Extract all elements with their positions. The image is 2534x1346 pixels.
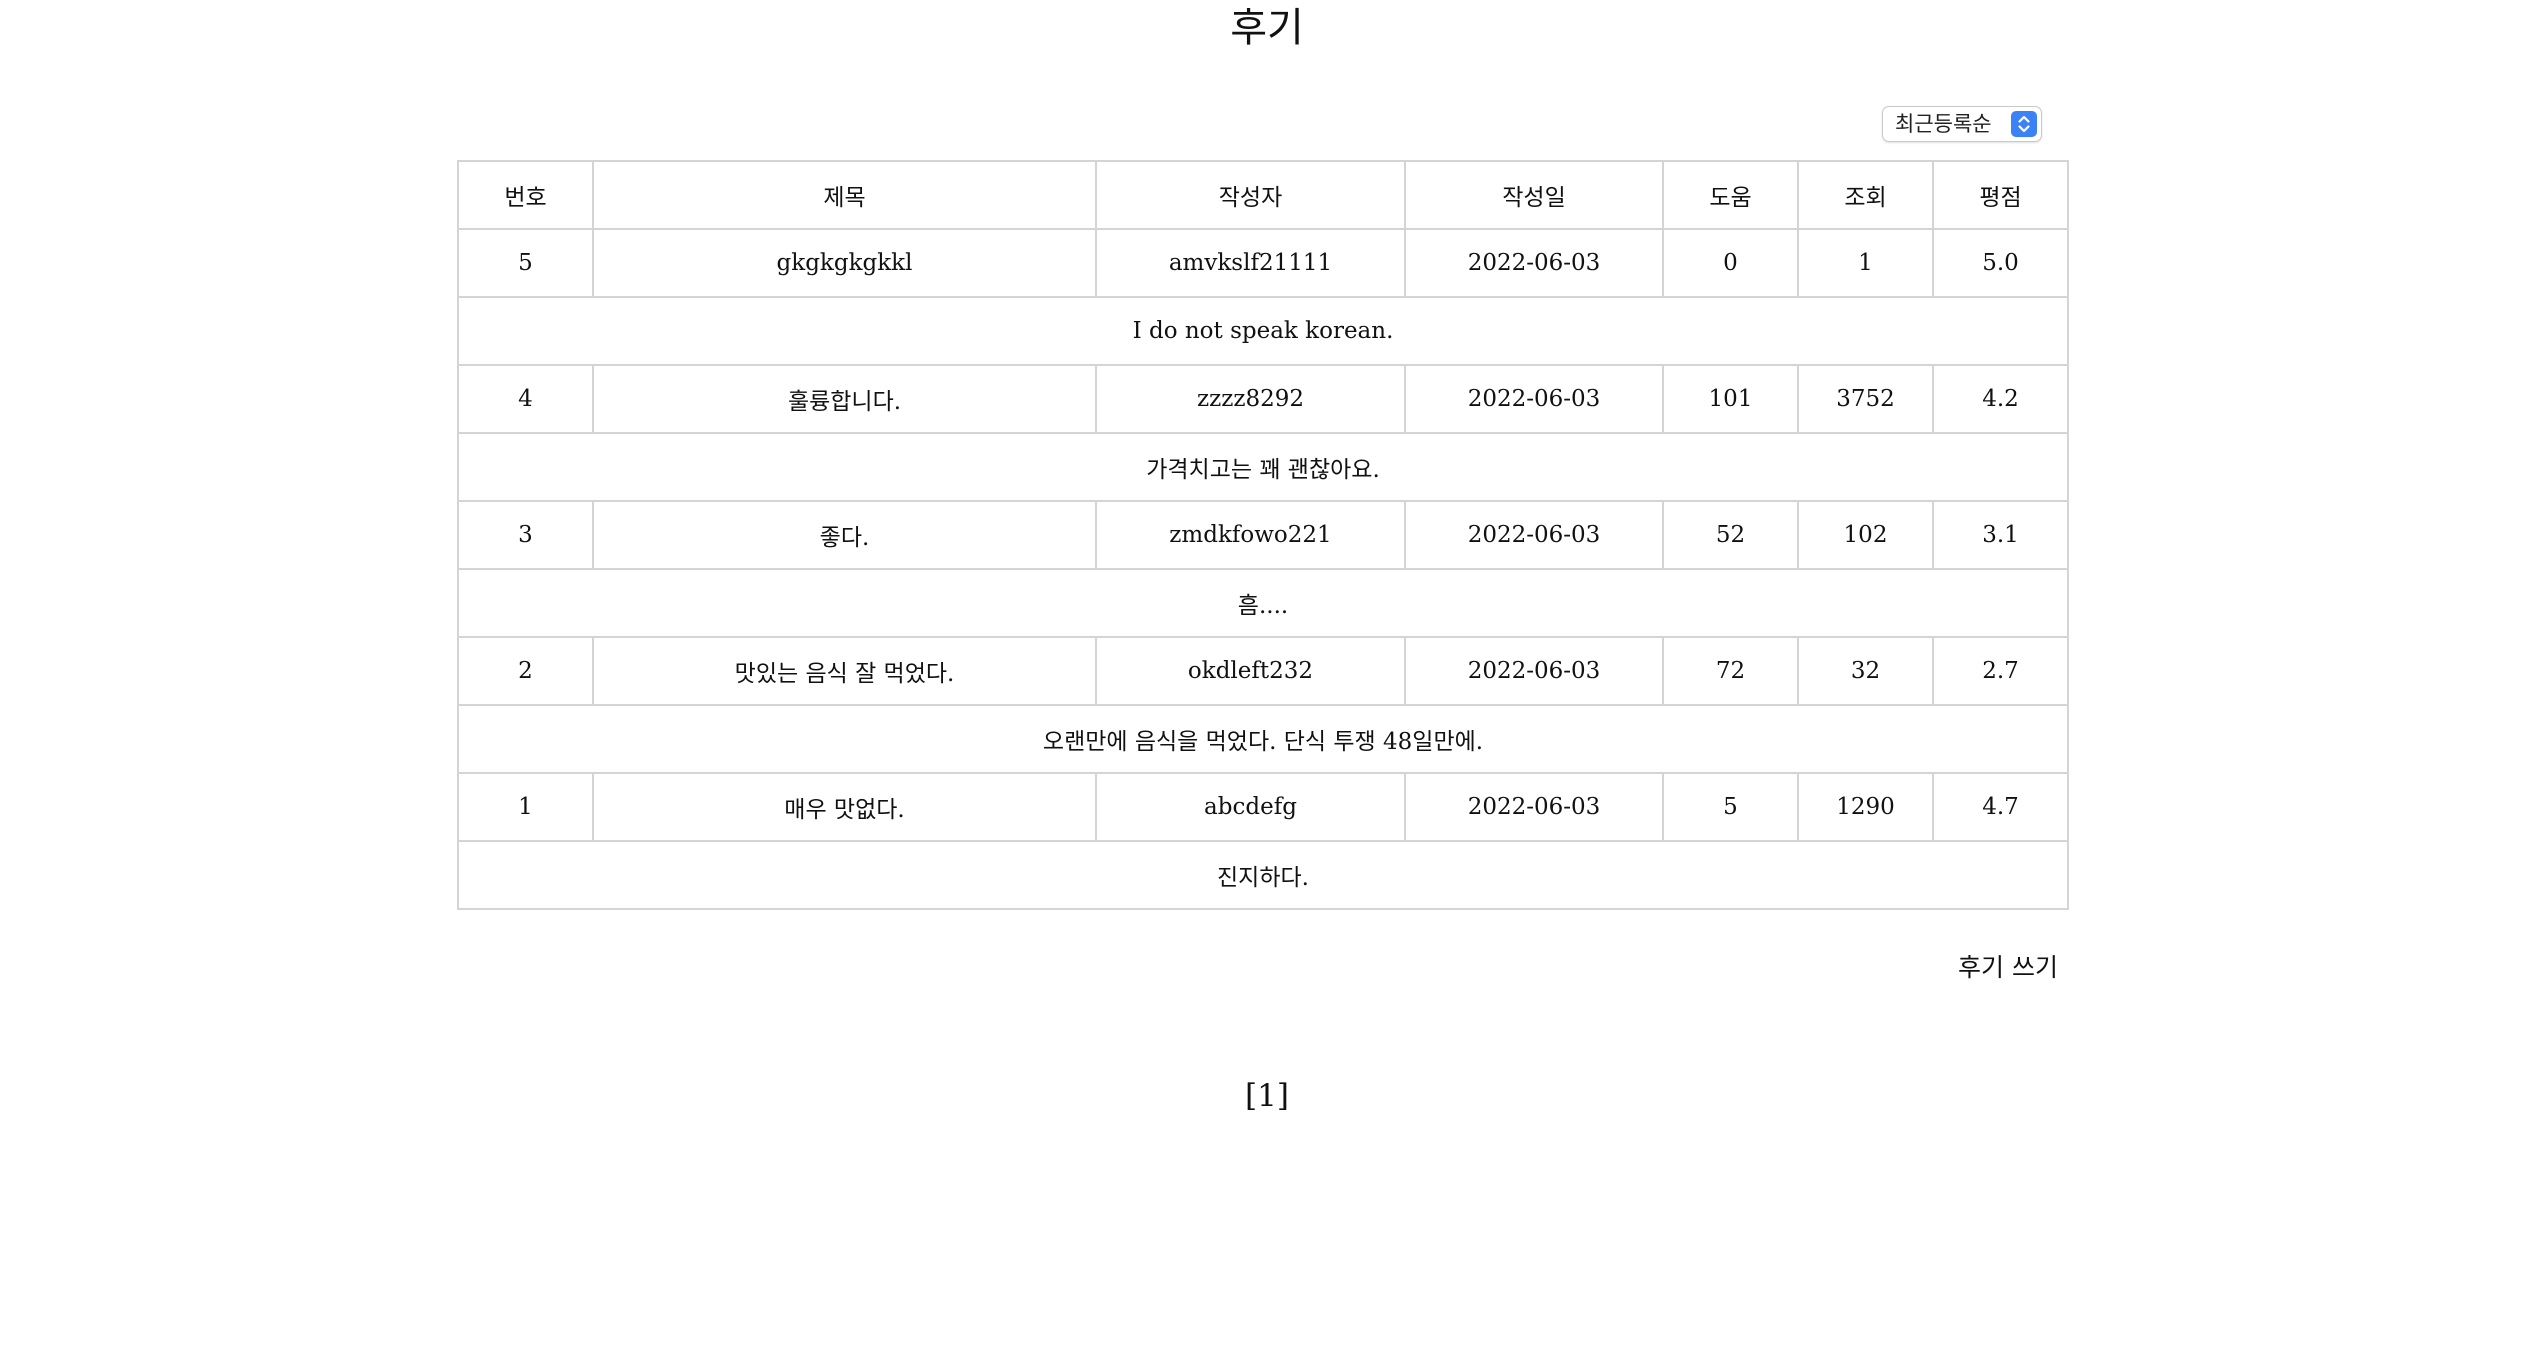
cell-date: 2022-06-03: [1404, 364, 1664, 434]
cell-date: 2022-06-03: [1404, 772, 1664, 842]
page-title: 후기: [1230, 5, 1304, 51]
cell-author: zmdkfowo221: [1095, 500, 1406, 570]
review-content: 오랜만에 음식을 먹었다. 단식 투쟁 48일만에.: [457, 704, 2069, 774]
cell-title[interactable]: 좋다.: [592, 500, 1097, 570]
cell-rating: 4.2: [1932, 364, 2069, 434]
cell-views: 1290: [1797, 772, 1934, 842]
review-content: 흠....: [457, 568, 2069, 638]
review-content-row: 가격치고는 꽤 괜찮아요.: [457, 432, 2069, 502]
write-review-link[interactable]: 후기 쓰기: [1958, 953, 2058, 982]
cell-rating: 3.1: [1932, 500, 2069, 570]
cell-rating: 5.0: [1932, 228, 2069, 298]
cell-help: 5: [1662, 772, 1799, 842]
review-content: 진지하다.: [457, 840, 2069, 910]
review-content-row: 흠....: [457, 568, 2069, 638]
cell-author: abcdefg: [1095, 772, 1406, 842]
cell-title[interactable]: 맛있는 음식 잘 먹었다.: [592, 636, 1097, 706]
cell-title[interactable]: 훌륭합니다.: [592, 364, 1097, 434]
header-rating: 평점: [1932, 160, 2069, 230]
table-row[interactable]: 1 매우 맛없다. abcdefg 2022-06-03 5 1290 4.7: [457, 772, 2069, 842]
updown-chevron-icon: [2011, 111, 2037, 137]
table-row[interactable]: 5 gkgkgkgkkl amvkslf21111 2022-06-03 0 1…: [457, 228, 2069, 298]
cell-number: 1: [457, 772, 594, 842]
cell-rating: 2.7: [1932, 636, 2069, 706]
cell-title[interactable]: 매우 맛없다.: [592, 772, 1097, 842]
cell-number: 2: [457, 636, 594, 706]
cell-views: 1: [1797, 228, 1934, 298]
cell-author: okdleft232: [1095, 636, 1406, 706]
cell-help: 52: [1662, 500, 1799, 570]
cell-help: 0: [1662, 228, 1799, 298]
cell-date: 2022-06-03: [1404, 500, 1664, 570]
sort-order-select[interactable]: 최근등록순: [1882, 106, 2042, 142]
sort-selected-value: 최근등록순: [1895, 112, 1992, 136]
cell-views: 3752: [1797, 364, 1934, 434]
pagination-page-1[interactable]: [1]: [1245, 1078, 1289, 1114]
review-content-row: I do not speak korean.: [457, 296, 2069, 366]
cell-help: 101: [1662, 364, 1799, 434]
table-row[interactable]: 2 맛있는 음식 잘 먹었다. okdleft232 2022-06-03 72…: [457, 636, 2069, 706]
header-help: 도움: [1662, 160, 1799, 230]
cell-number: 5: [457, 228, 594, 298]
cell-author: zzzz8292: [1095, 364, 1406, 434]
cell-number: 3: [457, 500, 594, 570]
table-header-row: 번호 제목 작성자 작성일 도움 조회 평점: [457, 160, 2069, 230]
table-row[interactable]: 4 훌륭합니다. zzzz8292 2022-06-03 101 3752 4.…: [457, 364, 2069, 434]
cell-rating: 4.7: [1932, 772, 2069, 842]
cell-help: 72: [1662, 636, 1799, 706]
header-title: 제목: [592, 160, 1097, 230]
cell-author: amvkslf21111: [1095, 228, 1406, 298]
cell-views: 32: [1797, 636, 1934, 706]
review-content: I do not speak korean.: [457, 296, 2069, 366]
cell-date: 2022-06-03: [1404, 636, 1664, 706]
review-content-row: 진지하다.: [457, 840, 2069, 910]
header-number: 번호: [457, 160, 594, 230]
header-views: 조회: [1797, 160, 1934, 230]
cell-views: 102: [1797, 500, 1934, 570]
header-date: 작성일: [1404, 160, 1664, 230]
review-content: 가격치고는 꽤 괜찮아요.: [457, 432, 2069, 502]
reviews-table: 번호 제목 작성자 작성일 도움 조회 평점 5 gkgkgkgkkl amvk…: [457, 160, 2069, 910]
cell-title[interactable]: gkgkgkgkkl: [592, 228, 1097, 298]
cell-date: 2022-06-03: [1404, 228, 1664, 298]
review-content-row: 오랜만에 음식을 먹었다. 단식 투쟁 48일만에.: [457, 704, 2069, 774]
cell-number: 4: [457, 364, 594, 434]
header-author: 작성자: [1095, 160, 1406, 230]
table-row[interactable]: 3 좋다. zmdkfowo221 2022-06-03 52 102 3.1: [457, 500, 2069, 570]
